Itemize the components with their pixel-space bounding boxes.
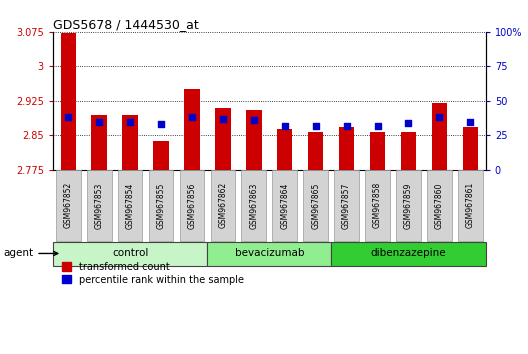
Text: GSM967853: GSM967853 xyxy=(95,182,103,229)
Text: GSM967863: GSM967863 xyxy=(249,182,258,229)
Legend: transformed count, percentile rank within the sample: transformed count, percentile rank withi… xyxy=(58,258,248,289)
Bar xyxy=(432,103,447,170)
Text: GSM967861: GSM967861 xyxy=(466,182,475,228)
Point xyxy=(95,119,103,125)
FancyBboxPatch shape xyxy=(396,170,421,241)
Bar xyxy=(91,115,107,170)
Bar xyxy=(339,127,354,170)
FancyBboxPatch shape xyxy=(334,170,359,241)
Bar xyxy=(184,90,200,170)
Text: bevacizumab: bevacizumab xyxy=(234,249,304,258)
Text: control: control xyxy=(112,249,148,258)
Text: GDS5678 / 1444530_at: GDS5678 / 1444530_at xyxy=(53,18,199,31)
Bar xyxy=(246,110,261,170)
Text: GSM967858: GSM967858 xyxy=(373,182,382,228)
Point xyxy=(312,123,320,129)
Text: GSM967865: GSM967865 xyxy=(311,182,320,229)
Point xyxy=(188,115,196,120)
Bar xyxy=(308,132,323,170)
Bar xyxy=(122,115,138,170)
FancyBboxPatch shape xyxy=(241,170,266,241)
FancyBboxPatch shape xyxy=(331,242,486,266)
Text: GSM967854: GSM967854 xyxy=(126,182,135,229)
FancyBboxPatch shape xyxy=(211,170,235,241)
Text: GSM967856: GSM967856 xyxy=(187,182,196,229)
Point xyxy=(342,123,351,129)
Text: GSM967860: GSM967860 xyxy=(435,182,444,229)
FancyBboxPatch shape xyxy=(458,170,483,241)
Point xyxy=(64,115,72,120)
Text: GSM967864: GSM967864 xyxy=(280,182,289,229)
Point xyxy=(250,118,258,123)
Text: GSM967852: GSM967852 xyxy=(64,182,73,228)
Bar xyxy=(463,127,478,170)
FancyBboxPatch shape xyxy=(180,170,204,241)
Text: GSM967862: GSM967862 xyxy=(219,182,228,228)
Point xyxy=(466,119,475,125)
Point xyxy=(373,123,382,129)
Bar xyxy=(370,132,385,170)
Text: GSM967859: GSM967859 xyxy=(404,182,413,229)
Bar xyxy=(401,132,416,170)
Point xyxy=(280,123,289,129)
FancyBboxPatch shape xyxy=(208,242,331,266)
FancyBboxPatch shape xyxy=(87,170,111,241)
Point xyxy=(126,119,134,125)
FancyBboxPatch shape xyxy=(149,170,173,241)
Bar xyxy=(61,33,76,170)
FancyBboxPatch shape xyxy=(272,170,297,241)
Point xyxy=(157,121,165,127)
Point xyxy=(404,120,413,126)
FancyBboxPatch shape xyxy=(118,170,143,241)
Bar xyxy=(277,130,293,170)
FancyBboxPatch shape xyxy=(303,170,328,241)
FancyBboxPatch shape xyxy=(56,170,81,241)
Bar xyxy=(153,141,169,170)
Text: GSM967857: GSM967857 xyxy=(342,182,351,229)
Text: dibenzazepine: dibenzazepine xyxy=(371,249,446,258)
Point xyxy=(435,115,444,120)
FancyBboxPatch shape xyxy=(427,170,452,241)
Bar xyxy=(215,108,231,170)
FancyBboxPatch shape xyxy=(365,170,390,241)
Point xyxy=(219,116,227,122)
Text: GSM967855: GSM967855 xyxy=(156,182,166,229)
FancyBboxPatch shape xyxy=(53,242,208,266)
Text: agent: agent xyxy=(3,249,58,258)
